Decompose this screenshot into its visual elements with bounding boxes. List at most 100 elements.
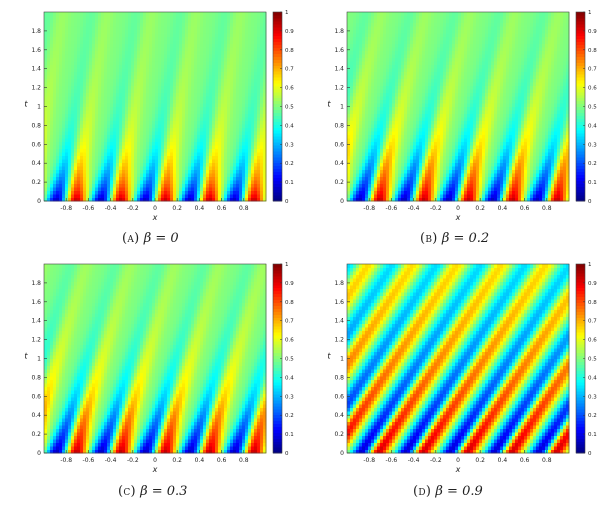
colorbar-tick-label: 0.8 — [285, 48, 294, 54]
heatmap-cell — [107, 89, 111, 94]
heatmap-cell — [137, 134, 141, 139]
heatmap-cell — [248, 176, 252, 181]
heatmap-cell — [383, 12, 387, 17]
heatmap-cell — [185, 89, 189, 94]
heatmap-cell — [152, 78, 156, 83]
heatmap-cell — [206, 85, 210, 90]
heatmap-cell — [224, 26, 228, 31]
heatmap-cell — [176, 40, 180, 45]
heatmap-cell — [245, 64, 249, 69]
heatmap-cell — [383, 166, 387, 171]
heatmap-cell — [65, 71, 69, 76]
heatmap-cell — [224, 117, 228, 122]
heatmap-cell — [77, 33, 81, 38]
heatmap-cell — [164, 92, 168, 97]
heatmap-cell — [143, 54, 147, 59]
heatmap-cell — [209, 103, 213, 108]
heatmap-cell — [353, 36, 357, 41]
heatmap-cell — [116, 43, 120, 48]
heatmap-cell — [149, 183, 153, 188]
heatmap-cell — [218, 75, 222, 80]
heatmap-cell — [197, 15, 201, 20]
heatmap-cell — [248, 43, 252, 48]
heatmap-cell — [56, 134, 60, 139]
heatmap-cell — [233, 82, 237, 87]
heatmap-cell — [110, 99, 114, 104]
heatmap-cell — [137, 131, 141, 136]
heatmap-cell — [44, 96, 48, 101]
heatmap-cell — [152, 197, 156, 202]
heatmap-cell — [371, 15, 375, 20]
heatmap-cell — [140, 36, 144, 41]
heatmap-cell — [185, 85, 189, 90]
heatmap-cell — [119, 194, 123, 199]
heatmap-cell — [257, 113, 261, 118]
heatmap-cell — [197, 19, 201, 24]
heatmap-cell — [257, 159, 261, 164]
heatmap-cell — [251, 106, 255, 111]
heatmap-cell — [98, 26, 102, 31]
heatmap-cell — [113, 82, 117, 87]
heatmap-cell — [362, 19, 366, 24]
heatmap-cell — [146, 33, 150, 38]
heatmap-cell — [209, 124, 213, 129]
heatmap-cell — [254, 50, 258, 55]
heatmap-cell — [44, 29, 48, 34]
heatmap-cell — [131, 57, 135, 62]
heatmap-cell — [203, 131, 207, 136]
heatmap-cell — [383, 19, 387, 24]
colorbar-segment — [273, 109, 282, 113]
heatmap-cell — [89, 103, 93, 108]
heatmap-cell — [359, 12, 363, 17]
heatmap-cell — [101, 29, 105, 34]
heatmap-cell — [143, 134, 147, 139]
heatmap-cell — [119, 166, 123, 171]
heatmap-cell — [80, 155, 84, 160]
heatmap-cell — [230, 183, 234, 188]
heatmap-cell — [389, 194, 393, 199]
heatmap-cell — [356, 68, 360, 73]
heatmap-cell — [389, 159, 393, 164]
heatmap-cell — [68, 12, 72, 17]
heatmap-cell — [206, 96, 210, 101]
heatmap-cell — [161, 22, 165, 27]
heatmap-cell — [209, 47, 213, 52]
heatmap-cell — [191, 169, 195, 174]
heatmap-cell — [233, 120, 237, 125]
heatmap-cell — [122, 54, 126, 59]
heatmap-cell — [260, 43, 264, 48]
heatmap-cell — [203, 47, 207, 52]
heatmap-cell — [179, 64, 183, 69]
heatmap-cell — [83, 54, 87, 59]
heatmap-cell — [143, 124, 147, 129]
heatmap-cell — [254, 124, 258, 129]
heatmap-cell — [104, 176, 108, 181]
heatmap-cell — [86, 92, 90, 97]
heatmap-cell — [104, 134, 108, 139]
heatmap-cell — [386, 176, 390, 181]
heatmap-cell — [170, 47, 174, 52]
heatmap-cell — [263, 54, 267, 59]
heatmap-cell — [158, 197, 162, 202]
heatmap-cell — [386, 173, 390, 178]
heatmap-cell — [83, 85, 87, 90]
heatmap-cell — [386, 145, 390, 150]
heatmap-cell — [227, 190, 231, 195]
heatmap-cell — [158, 99, 162, 104]
heatmap-cell — [53, 54, 57, 59]
heatmap-cell — [128, 12, 132, 17]
heatmap-cell — [227, 124, 231, 129]
heatmap-cell — [386, 155, 390, 160]
heatmap-cell — [86, 78, 90, 83]
heatmap-cell — [215, 103, 219, 108]
heatmap-cell — [74, 110, 78, 115]
heatmap-cell — [173, 169, 177, 174]
heatmap-cell — [146, 68, 150, 73]
heatmap-cell — [161, 152, 165, 157]
heatmap-cell — [230, 138, 234, 143]
heatmap-cell — [230, 96, 234, 101]
heatmap-cell — [152, 138, 156, 143]
heatmap-cell — [92, 124, 96, 129]
heatmap-cell — [356, 40, 360, 45]
heatmap-cell — [227, 15, 231, 20]
